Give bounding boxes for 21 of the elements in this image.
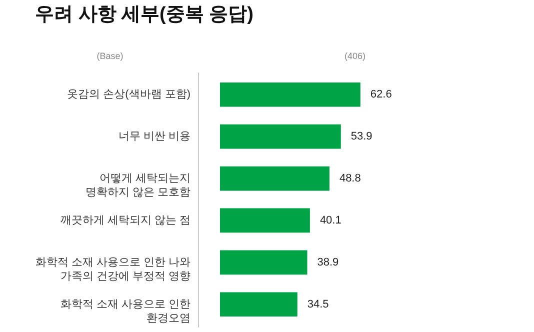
y-tick-label: 깨끗하게 세탁되지 않는 점 [60,214,190,226]
bar [220,250,308,275]
data-label: 40.1 [320,214,342,226]
data-label: 38.9 [317,256,339,268]
bar [220,124,341,149]
y-tick-label: 화학적 소재 사용으로 인한 환경오염 [60,298,190,324]
data-label: 62.6 [370,88,392,101]
data-label: 34.5 [307,298,329,310]
bar [220,82,360,107]
y-tick-label: 화학적 소재 사용으로 인한 나와 가족의 건강에 부정적 영향 [35,256,190,282]
y-tick-label: 너무 비싼 비용 [118,130,190,143]
text: (406) [344,51,366,61]
bar [220,292,298,317]
data-label: 53.9 [350,130,372,143]
bar [220,166,330,191]
bar [220,208,310,233]
text: (Base) [96,51,124,61]
data-label: 48.8 [339,172,361,185]
chart-title: 우려 사항 세부(중복 응답) [35,4,254,25]
y-tick-label: 옷감의 손상(색바램 포함) [67,88,190,101]
y-tick-label: 어떻게 세탁되는지 명확하지 않은 모호함 [85,172,190,199]
